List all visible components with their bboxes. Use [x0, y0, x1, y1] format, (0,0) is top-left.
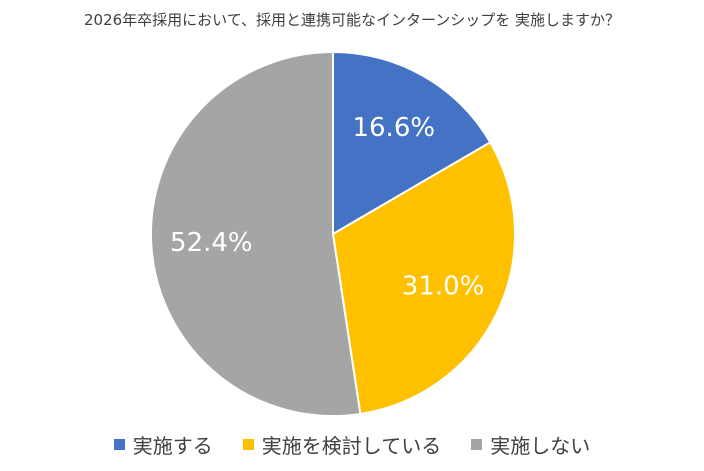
legend-swatch-not-implement	[471, 439, 483, 450]
legend-item-considering: 実施を検討している	[242, 430, 442, 459]
pie-slice-implement	[332, 50, 492, 236]
legend-label-considering: 実施を検討している	[261, 434, 442, 458]
pie-label-not-implement: 52.4%	[170, 228, 253, 258]
pie-slice-not-implement	[150, 50, 362, 417]
pie-label-considering: 31.0%	[402, 272, 485, 302]
pie-slice-considering	[331, 140, 516, 416]
pie-label-implement: 16.6%	[352, 113, 435, 143]
legend-item-not-implement: 実施しない	[471, 430, 590, 459]
chart-legend: 実施する 実施を検討している 実施しない	[0, 430, 704, 459]
chart-title: 2026年卒採用において、採用と連携可能なインターンシップを 実施しますか？	[84, 11, 620, 29]
legend-swatch-considering	[242, 439, 254, 450]
legend-swatch-implement	[113, 439, 125, 450]
legend-label-implement: 実施する	[132, 434, 213, 458]
legend-label-not-implement: 実施しない	[490, 434, 591, 458]
legend-item-implement: 実施する	[113, 430, 213, 459]
